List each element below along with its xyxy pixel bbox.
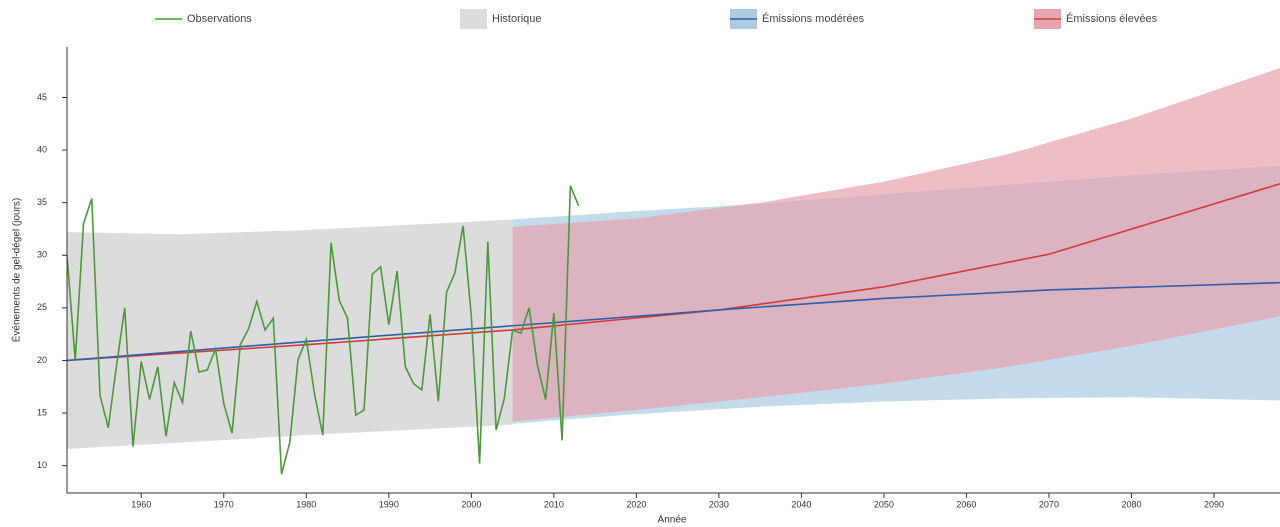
legend-swatch [460, 9, 487, 29]
legend-label: Émissions élevées [1066, 12, 1158, 25]
x-tick-label: 1970 [214, 499, 234, 509]
x-tick-label: 2020 [626, 499, 646, 509]
series-band [512, 68, 1280, 422]
y-tick-label: 10 [37, 460, 47, 470]
y-tick-label: 30 [37, 250, 47, 260]
x-tick-label: 1990 [379, 499, 399, 509]
lines [67, 182, 1280, 475]
legend-label: Émissions modérées [762, 12, 865, 25]
y-tick-label: 25 [37, 302, 47, 312]
x-axis-label: Année [658, 515, 687, 526]
x-tick-label: 1960 [131, 499, 151, 509]
series-line [67, 185, 580, 475]
x-tick-label: 2010 [544, 499, 564, 509]
legend-label: Historique [492, 13, 542, 25]
y-tick-label: 45 [37, 92, 47, 102]
x-tick-label: 2090 [1204, 499, 1224, 509]
y-tick-label: 20 [37, 355, 47, 365]
x-tick-label: 2080 [1121, 499, 1141, 509]
x-tick-label: 2070 [1039, 499, 1059, 509]
y-tick-label: 40 [37, 144, 47, 154]
y-tick-label: 35 [37, 197, 47, 207]
x-tick-label: 1980 [296, 499, 316, 509]
legend-label: Observations [187, 13, 252, 25]
y-axis-label: Événements de gel-dégel (jours) [10, 198, 23, 343]
x-tick-label: 2040 [791, 499, 811, 509]
x-tick-label: 2030 [709, 499, 729, 509]
axes: 10 15 20 25 30 35 40 45 1960 1970 1980 1990 2000 2010… [37, 47, 1280, 509]
y-tick-label: 15 [37, 407, 47, 417]
bands [67, 68, 1280, 449]
x-tick-label: 2060 [956, 499, 976, 509]
x-tick-label: 2000 [461, 499, 481, 509]
x-tick-label: 2050 [874, 499, 894, 509]
